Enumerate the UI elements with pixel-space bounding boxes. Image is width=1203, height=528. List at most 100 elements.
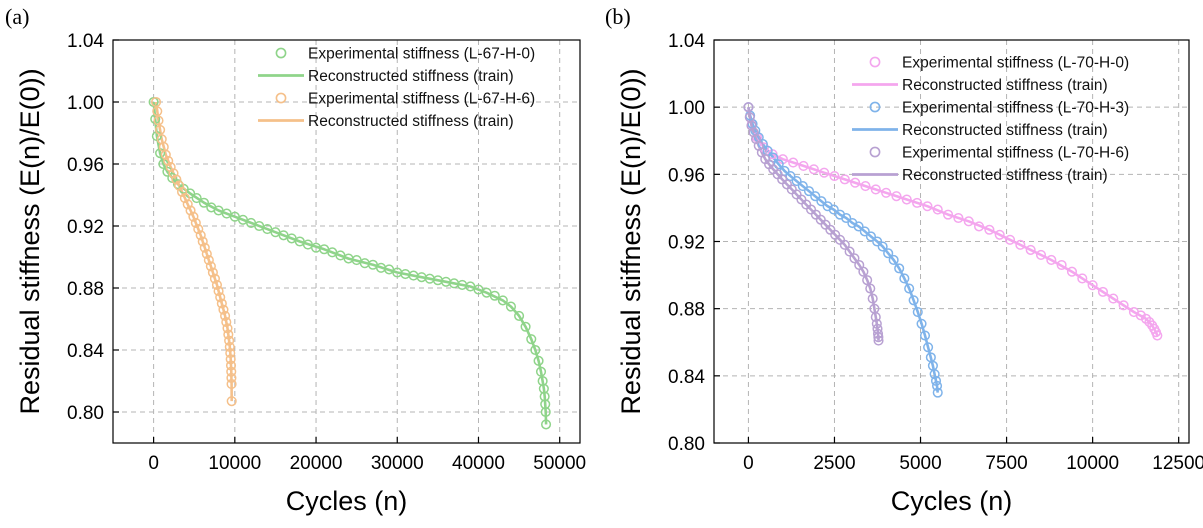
legend-entry: Reconstructed stiffness (train) <box>902 122 1108 139</box>
legend-marker-swatch <box>275 92 287 104</box>
data-point <box>489 290 500 301</box>
series-markers <box>148 96 552 430</box>
data-point <box>226 396 237 407</box>
data-point <box>748 127 759 138</box>
data-point <box>788 157 799 168</box>
data-point <box>963 216 974 227</box>
data-point <box>1087 280 1098 291</box>
data-point <box>785 170 796 182</box>
y-tick-label: 0.80 <box>67 403 104 424</box>
data-point <box>201 248 212 259</box>
data-point <box>888 254 899 266</box>
data-point <box>912 197 923 208</box>
data-point <box>743 102 754 113</box>
y-tick-label: 0.92 <box>668 233 705 254</box>
data-point <box>1135 310 1146 321</box>
data-point <box>865 231 877 242</box>
data-point <box>224 341 235 352</box>
data-point <box>853 221 864 232</box>
plot-frame <box>112 39 581 444</box>
data-point <box>877 241 888 252</box>
data-point <box>901 194 912 205</box>
data-point <box>213 286 224 297</box>
data-point <box>218 304 229 315</box>
data-point <box>195 230 206 241</box>
data-point <box>1077 273 1088 284</box>
data-point <box>150 96 162 108</box>
data-point <box>203 255 214 266</box>
y-tick-label: 0.80 <box>668 434 705 455</box>
data-point <box>873 335 884 346</box>
data-point <box>538 383 549 394</box>
data-point <box>750 134 762 145</box>
legend-entry: Experimental stiffness (L-67-H-6) <box>308 91 535 108</box>
panel-a: (a) 0 10000 20000 30000 40000 50000 0.80 0.84 0.8… <box>5 4 586 516</box>
data-point <box>850 177 861 188</box>
data-point <box>932 204 943 215</box>
legend-marker-swatch <box>275 47 287 59</box>
x-tick-label: 12500 <box>1152 453 1203 474</box>
data-point <box>1025 244 1036 255</box>
data-point <box>930 375 942 386</box>
data-point <box>174 180 185 191</box>
data-point <box>191 193 202 204</box>
data-point <box>226 379 237 390</box>
data-point <box>791 176 802 187</box>
data-point <box>1046 254 1057 266</box>
data-point <box>215 292 226 303</box>
data-point <box>526 334 537 345</box>
data-point <box>223 329 234 340</box>
data-point <box>155 124 166 135</box>
data-point <box>182 199 193 210</box>
data-point <box>540 399 551 410</box>
data-point <box>505 301 517 312</box>
data-point <box>530 344 541 356</box>
y-axis-title: Residual stiffness (E(n)/E(0)) <box>15 68 45 414</box>
data-point <box>872 328 884 339</box>
data-point <box>871 318 882 329</box>
data-point <box>858 266 869 277</box>
y-tick-label: 0.88 <box>67 279 104 300</box>
legend-marker-swatch <box>869 101 881 113</box>
data-point <box>862 275 873 286</box>
data-point <box>209 273 220 284</box>
data-point <box>932 387 943 398</box>
x-tick-label: 20000 <box>290 453 343 474</box>
data-point <box>873 332 884 343</box>
data-point <box>860 181 871 192</box>
y-tick-label: 0.84 <box>67 341 104 362</box>
legend: Experimental stiffness (L-67-H-0) Reconst… <box>258 46 535 130</box>
data-point <box>226 372 237 383</box>
data-point <box>839 174 850 185</box>
x-tick-label: 2500 <box>813 453 855 474</box>
x-tick-label: 10000 <box>208 453 261 474</box>
y-tick-label: 1.04 <box>668 31 705 52</box>
data-point <box>541 419 552 430</box>
data-point <box>171 174 182 185</box>
data-point <box>931 380 943 391</box>
legend-entry: Reconstructed stiffness (train) <box>308 68 514 85</box>
data-point <box>220 310 231 321</box>
series-line <box>747 106 939 393</box>
legend-entry: Reconstructed stiffness (train) <box>902 167 1108 184</box>
data-point <box>841 212 852 224</box>
data-point <box>179 193 190 204</box>
x-axis-title: Cycles (n) <box>891 486 1013 516</box>
data-point <box>904 283 915 294</box>
data-point <box>973 221 985 232</box>
data-point <box>165 162 176 173</box>
data-point <box>225 360 237 371</box>
data-point <box>188 211 199 222</box>
data-point <box>929 369 940 380</box>
legend-entry: Experimental stiffness (L-70-H-0) <box>902 55 1129 72</box>
data-point <box>193 224 204 235</box>
data-point <box>1140 313 1152 324</box>
data-point <box>153 115 164 126</box>
data-point <box>916 318 927 329</box>
data-point <box>828 204 839 215</box>
data-point <box>216 298 227 309</box>
y-tick-label: 1.04 <box>67 31 104 52</box>
x-tick-label: 30000 <box>371 453 424 474</box>
data-point <box>1015 239 1026 250</box>
